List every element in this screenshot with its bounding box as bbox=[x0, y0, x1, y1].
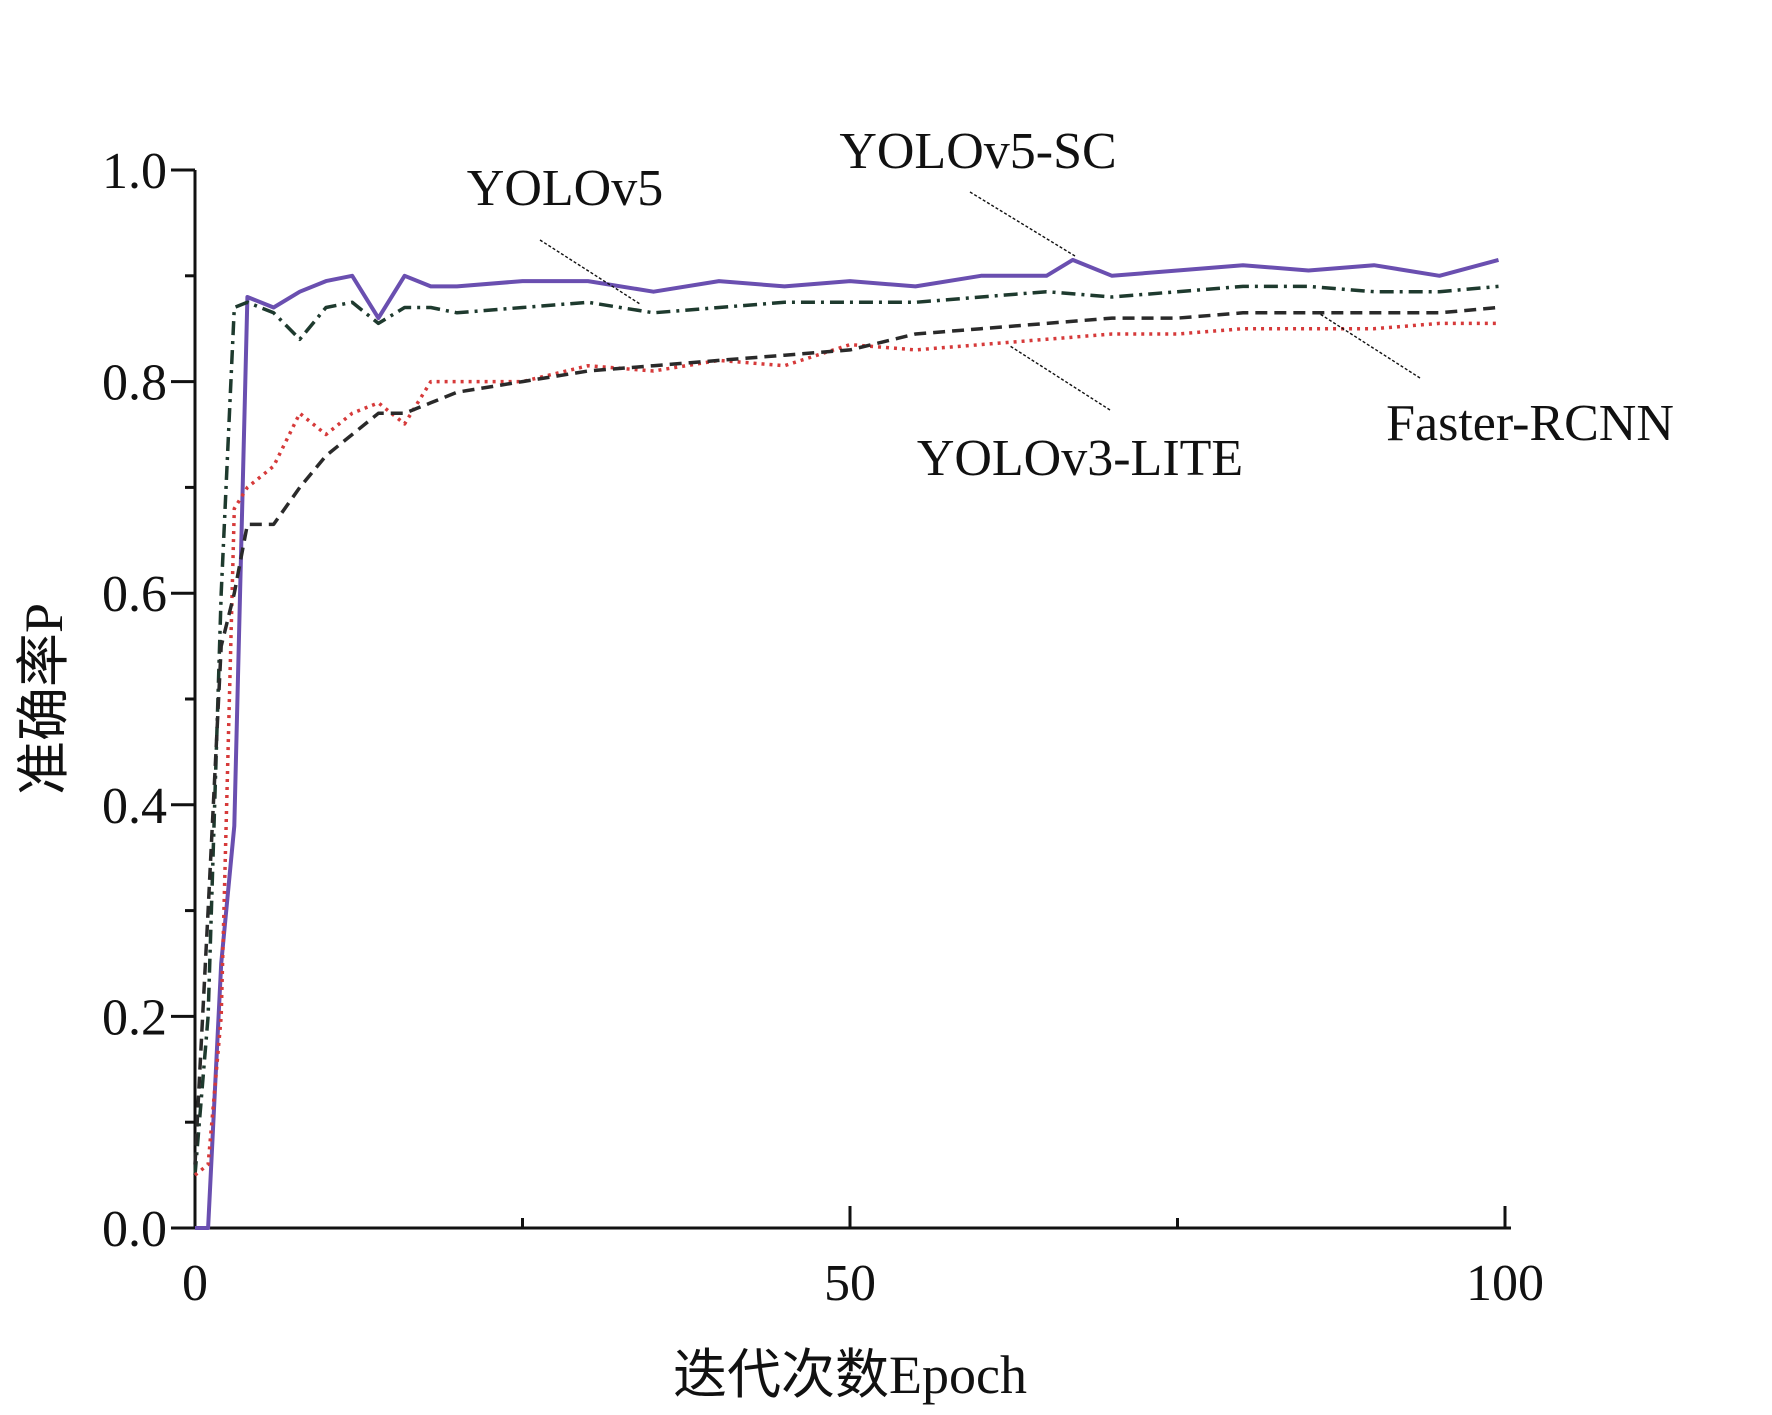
y-tick-label: 1.0 bbox=[102, 143, 167, 200]
series-line-yolov5 bbox=[193, 284, 1499, 1176]
x-tick-label: 0 bbox=[182, 1255, 208, 1312]
annotation-leader-yolov5-sc bbox=[969, 191, 1076, 257]
y-tick-label: 0.6 bbox=[102, 566, 167, 623]
series-line-faster-rcnn bbox=[193, 305, 1499, 1165]
y-tick-label: 0.8 bbox=[102, 355, 167, 412]
x-tick-label: 100 bbox=[1466, 1255, 1544, 1312]
axes bbox=[193, 170, 1511, 1230]
series-layer bbox=[193, 257, 1500, 1230]
annotation-leader-faster-rcnn bbox=[1319, 313, 1421, 379]
annotation-layer: YOLOv5 YOLOv5-SC YOLOv3-LITE Faster-RCNN bbox=[467, 123, 1674, 487]
ticks: 0.0 0.2 0.4 0.6 0.8 1.0 0 50 100 bbox=[102, 143, 1544, 1312]
series-line-yolov5-sc bbox=[195, 257, 1500, 1230]
annotation-label-yolov5: YOLOv5 bbox=[467, 160, 663, 217]
annotation-label-yolov5-sc: YOLOv5-SC bbox=[839, 123, 1116, 180]
series-line-yolov3-lite bbox=[193, 321, 1499, 1177]
x-axis-title: 迭代次数Epoch bbox=[673, 1345, 1027, 1405]
y-tick-label: 0.2 bbox=[102, 989, 167, 1046]
annotation-label-faster-rcnn: Faster-RCNN bbox=[1386, 395, 1674, 452]
x-tick-label: 50 bbox=[824, 1255, 876, 1312]
annotation-leader-yolov3-lite bbox=[1009, 345, 1111, 411]
y-tick-label: 0.4 bbox=[102, 778, 167, 835]
y-tick-label: 0.0 bbox=[102, 1201, 167, 1258]
y-axis-title: 准确率P bbox=[14, 603, 74, 795]
annotation-leader-yolov5 bbox=[539, 239, 641, 305]
annotation-label-yolov3-lite: YOLOv3-LITE bbox=[917, 430, 1243, 487]
